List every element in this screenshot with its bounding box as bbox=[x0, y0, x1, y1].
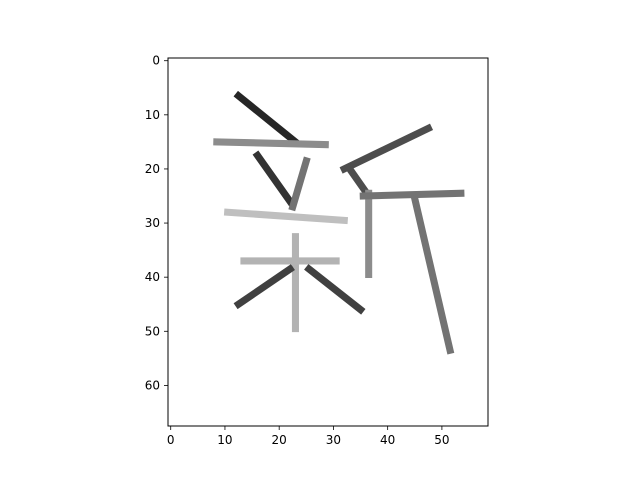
stroke-9 bbox=[304, 264, 366, 315]
x-tick-label: 50 bbox=[434, 433, 449, 447]
stroke-1 bbox=[233, 90, 301, 147]
y-tick-label: 50 bbox=[145, 324, 160, 338]
stroke-2 bbox=[213, 138, 329, 149]
y-axis: 0 10 20 30 40 50 60 bbox=[145, 54, 168, 392]
y-tick-label: 40 bbox=[145, 270, 160, 284]
stroke-3 bbox=[252, 150, 295, 207]
x-tick-label: 40 bbox=[380, 433, 395, 447]
stroke-4 bbox=[288, 156, 311, 212]
y-tick-label: 30 bbox=[145, 216, 160, 230]
stroke-5 bbox=[223, 208, 349, 225]
x-tick-label: 10 bbox=[217, 433, 232, 447]
y-tick-label: 10 bbox=[145, 108, 160, 122]
x-tick-label: 0 bbox=[167, 433, 175, 447]
y-tick-label: 20 bbox=[145, 162, 160, 176]
stroke-14 bbox=[410, 194, 455, 355]
stroke-10 bbox=[339, 123, 434, 174]
stroke-8 bbox=[233, 264, 295, 310]
image-pixels bbox=[213, 90, 465, 355]
x-tick-label: 20 bbox=[272, 433, 287, 447]
x-tick-label: 30 bbox=[326, 433, 341, 447]
y-tick-label: 0 bbox=[152, 54, 160, 68]
axes-background bbox=[168, 58, 488, 426]
stroke-13 bbox=[359, 189, 465, 200]
x-axis: 0 10 20 30 40 50 bbox=[167, 426, 450, 447]
axes-frame bbox=[167, 57, 489, 427]
y-tick-label: 60 bbox=[145, 378, 160, 392]
